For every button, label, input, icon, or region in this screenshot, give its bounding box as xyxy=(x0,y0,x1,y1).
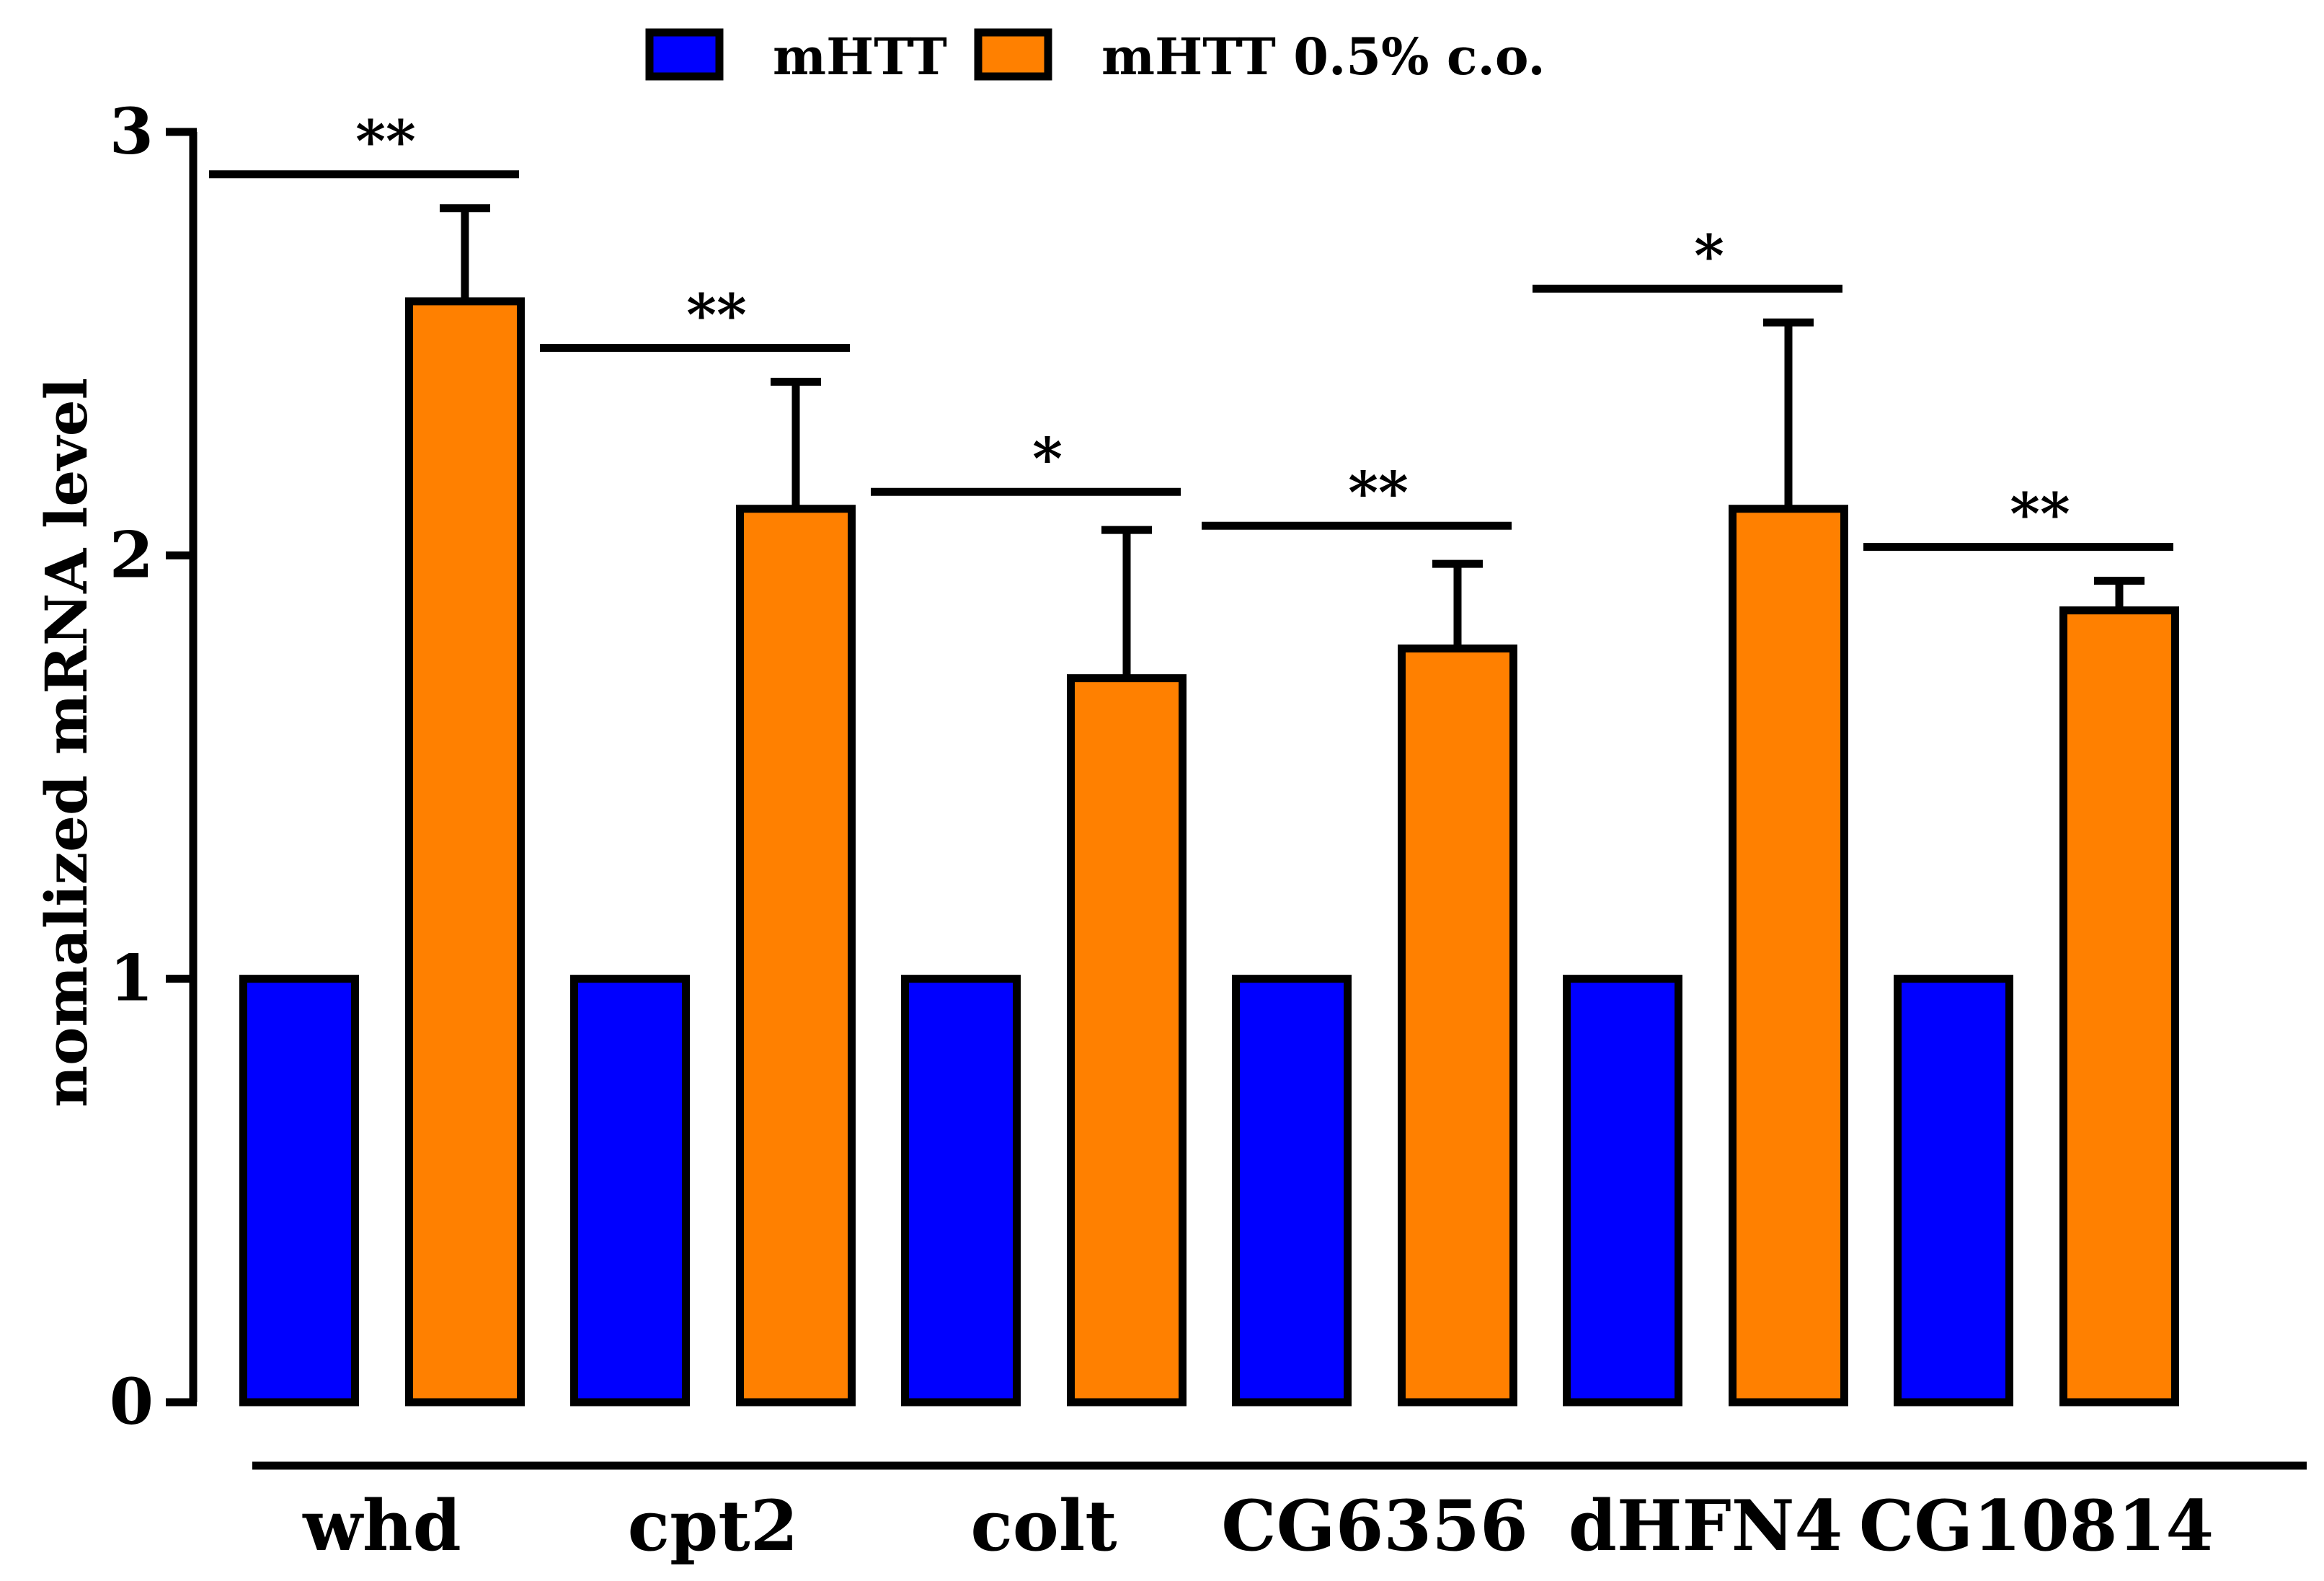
x-tick-label: colt xyxy=(970,1485,1117,1567)
significance-markers: ***** ***** xyxy=(209,107,2173,552)
x-axis: whd cpt2 colt CG6356 dHFN4 CG10814 xyxy=(252,1461,2307,1567)
bar-dhfn4-mhtt-co xyxy=(1729,505,1848,1407)
significance-label: * xyxy=(1032,425,1063,492)
y-tick-label: 2 xyxy=(110,517,154,592)
significance-label: ** xyxy=(2010,480,2070,548)
legend-label: mHTT 0.5% c.o. xyxy=(1101,27,1545,87)
legend-label: mHTT xyxy=(773,27,947,87)
bar-cg6356-mhtt-co xyxy=(1398,645,1517,1407)
legend-swatch-mhtt-co xyxy=(974,28,1052,81)
significance-label: ** xyxy=(686,281,747,349)
bar-dhfn4-mhtt xyxy=(1563,975,1682,1407)
bar-cg10814-mhtt xyxy=(1894,975,2013,1407)
y-tick-label: 3 xyxy=(110,94,154,169)
x-tick-label: cpt2 xyxy=(628,1485,799,1567)
error-bars xyxy=(440,204,2145,678)
bar-colt-mhtt xyxy=(901,975,1021,1407)
y-tick-label: 1 xyxy=(110,941,154,1016)
significance-label: ** xyxy=(1348,459,1409,526)
y-tick-label: 0 xyxy=(110,1364,154,1439)
bar-cg6356-mhtt xyxy=(1232,975,1352,1407)
significance-label: * xyxy=(1694,221,1724,289)
bars xyxy=(239,297,2179,1407)
bar-cg10814-mhtt-co xyxy=(2059,606,2179,1407)
bar-colt-mhtt-co xyxy=(1067,674,1187,1407)
y-axis-label: nomalized mRNA level xyxy=(32,378,100,1107)
legend: mHTT mHTT 0.5% c.o. xyxy=(645,27,1545,87)
x-tick-label: CG6356 xyxy=(1221,1485,1528,1567)
x-tick-label: CG10814 xyxy=(1859,1485,2214,1567)
bar-cpt2-mhtt-co xyxy=(736,505,856,1407)
bar-whd-mhtt xyxy=(239,975,359,1407)
y-axis: 0 1 2 3 xyxy=(110,94,198,1439)
x-tick-label: dHFN4 xyxy=(1569,1485,1843,1567)
x-tick-label: whd xyxy=(302,1485,461,1567)
bar-whd-mhtt-co xyxy=(405,297,525,1407)
bar-cpt2-mhtt xyxy=(570,975,690,1407)
legend-swatch-mhtt xyxy=(645,28,724,81)
significance-label: ** xyxy=(355,107,416,175)
